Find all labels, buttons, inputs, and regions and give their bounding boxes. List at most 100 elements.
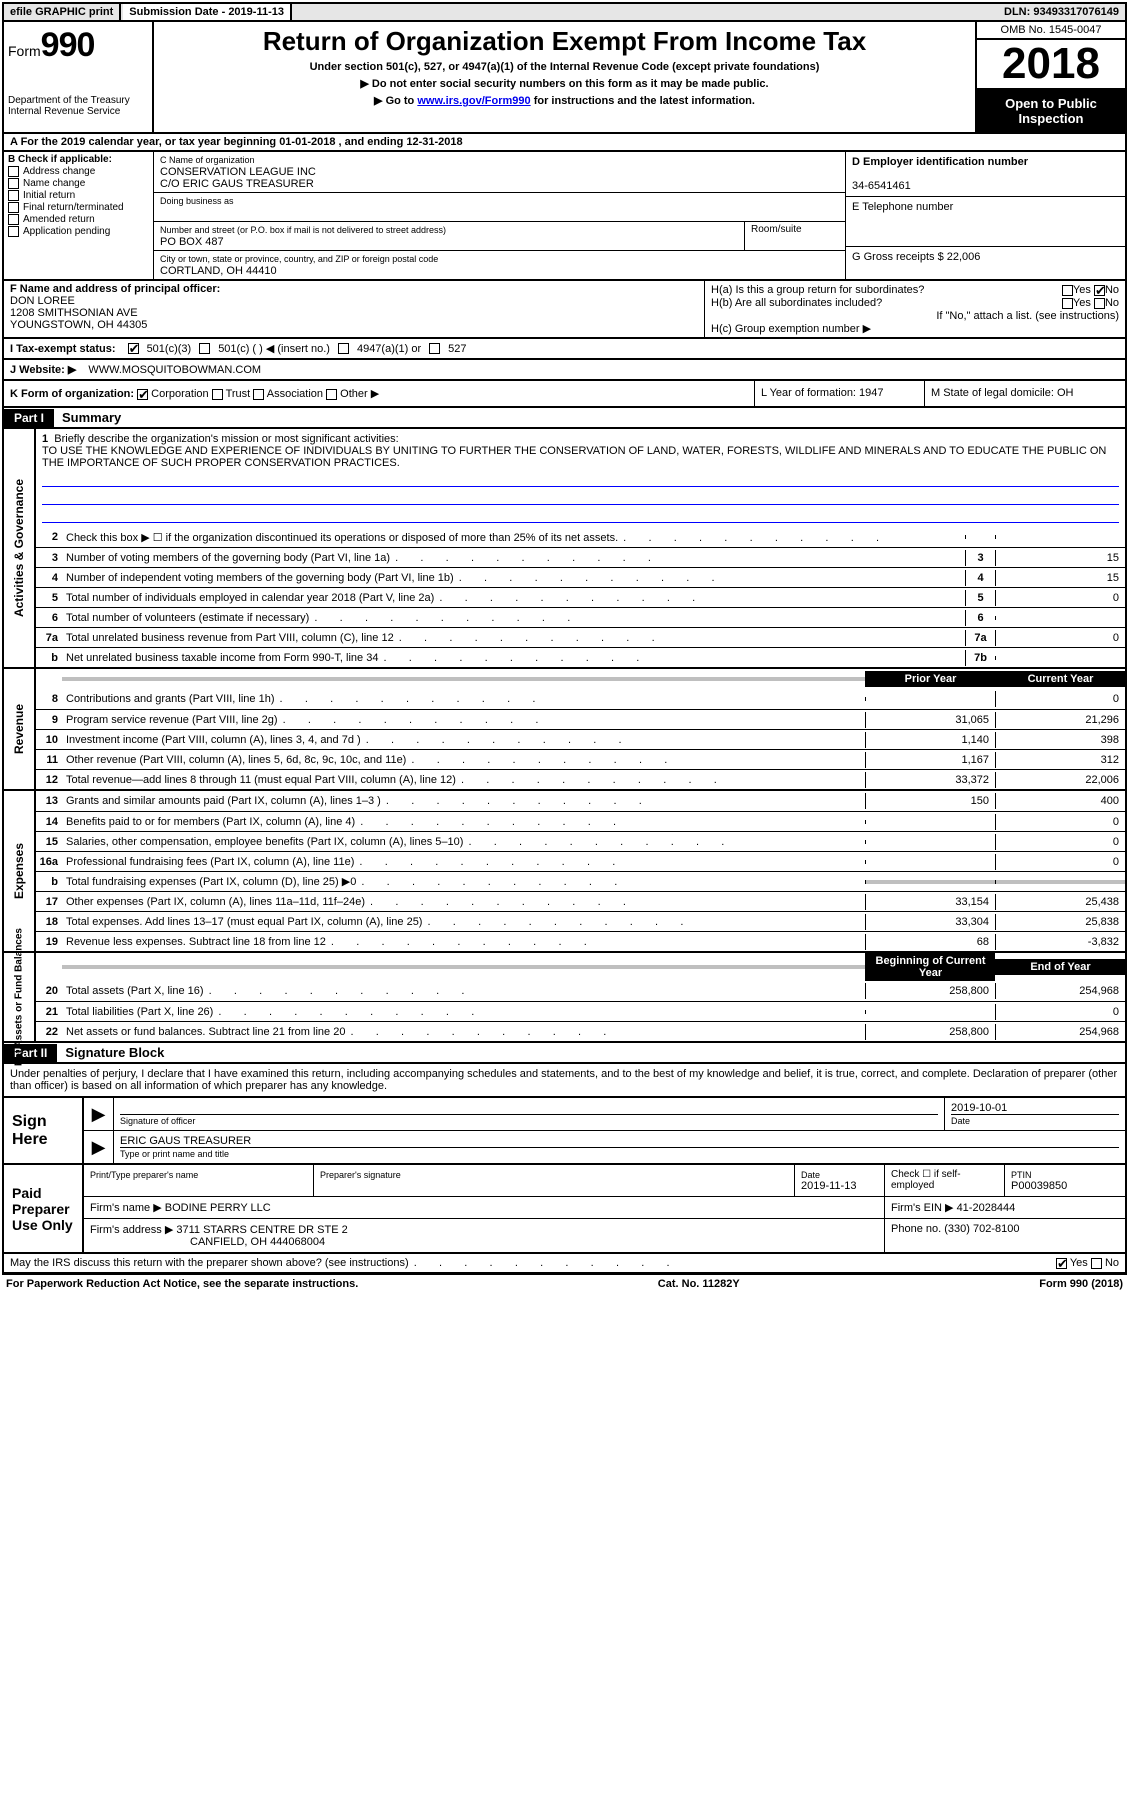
ha-yes[interactable] xyxy=(1062,285,1073,296)
row-f-h: F Name and address of principal officer:… xyxy=(2,281,1127,339)
entity-block: B Check if applicable: Address change Na… xyxy=(2,152,1127,281)
footer-mid: Cat. No. 11282Y xyxy=(658,1278,740,1290)
hc-label: H(c) Group exemption number ▶ xyxy=(711,322,1119,335)
table-row: 11Other revenue (Part VIII, column (A), … xyxy=(36,749,1125,769)
officer-printed: ERIC GAUS TREASURER xyxy=(120,1135,251,1147)
table-row: 18Total expenses. Add lines 13–17 (must … xyxy=(36,911,1125,931)
officer-addr1: 1208 SMITHSONIAN AVE xyxy=(10,307,138,319)
m-state-domicile: M State of legal domicile: OH xyxy=(925,381,1125,406)
hb-no[interactable] xyxy=(1094,298,1105,309)
table-row: 16aProfessional fundraising fees (Part I… xyxy=(36,851,1125,871)
table-row: 19Revenue less expenses. Subtract line 1… xyxy=(36,931,1125,951)
mission-text: TO USE THE KNOWLEDGE AND EXPERIENCE OF I… xyxy=(42,445,1106,469)
col-begin-year: Beginning of Current Year xyxy=(865,953,995,981)
table-row: 20Total assets (Part X, line 16)258,8002… xyxy=(36,981,1125,1001)
cb-app-pending[interactable] xyxy=(8,226,19,237)
discuss-yes[interactable] xyxy=(1056,1258,1067,1269)
table-row: 21Total liabilities (Part X, line 26)0 xyxy=(36,1001,1125,1021)
table-row: 13Grants and similar amounts paid (Part … xyxy=(36,791,1125,811)
cb-4947[interactable] xyxy=(338,343,349,354)
governance-row: 7aTotal unrelated business revenue from … xyxy=(36,627,1125,647)
cb-address-change[interactable] xyxy=(8,166,19,177)
firm-phone: (330) 702-8100 xyxy=(944,1223,1019,1235)
governance-row: 4Number of independent voting members of… xyxy=(36,567,1125,587)
f-label: F Name and address of principal officer: xyxy=(10,283,220,295)
topbar: efile GRAPHIC print Submission Date - 20… xyxy=(2,2,1127,22)
e-label: E Telephone number xyxy=(852,201,953,213)
cb-assoc[interactable] xyxy=(253,389,264,400)
l-year-formation: L Year of formation: 1947 xyxy=(755,381,925,406)
firm-ein: 41-2028444 xyxy=(957,1202,1016,1214)
vtab-netassets: Net Assets or Fund Balances xyxy=(14,928,25,1066)
cb-corp[interactable] xyxy=(137,389,148,400)
row-j: J Website: ▶ WWW.MOSQUITOBOWMAN.COM xyxy=(2,360,1127,381)
governance-row: 2Check this box ▶ ☐ if the organization … xyxy=(36,527,1125,547)
signature-block: Under penalties of perjury, I declare th… xyxy=(2,1064,1127,1274)
prep-name-label: Print/Type preparer's name xyxy=(90,1169,307,1180)
table-row: 17Other expenses (Part IX, column (A), l… xyxy=(36,891,1125,911)
cb-501c[interactable] xyxy=(199,343,210,354)
mission-label: Briefly describe the organization's miss… xyxy=(54,433,398,445)
firm-addr2: CANFIELD, OH 444068004 xyxy=(190,1236,325,1248)
ha-label: H(a) Is this a group return for subordin… xyxy=(711,284,924,296)
table-row: 9Program service revenue (Part VIII, lin… xyxy=(36,709,1125,729)
part-ii-bar: Part II Signature Block xyxy=(2,1043,1127,1064)
col-prior-year: Prior Year xyxy=(865,671,995,687)
governance-row: 3Number of voting members of the governi… xyxy=(36,547,1125,567)
cb-amended[interactable] xyxy=(8,214,19,225)
revenue-section: Revenue Prior Year Current Year 8Contrib… xyxy=(2,669,1127,791)
officer-name: DON LOREE xyxy=(10,295,75,307)
dln: DLN: 93493317076149 xyxy=(998,4,1125,20)
table-row: 10Investment income (Part VIII, column (… xyxy=(36,729,1125,749)
table-row: 22Net assets or fund balances. Subtract … xyxy=(36,1021,1125,1041)
page-footer: For Paperwork Reduction Act Notice, see … xyxy=(2,1274,1127,1293)
cb-527[interactable] xyxy=(429,343,440,354)
hb-label: H(b) Are all subordinates included? xyxy=(711,297,882,309)
table-row: 12Total revenue—add lines 8 through 11 (… xyxy=(36,769,1125,789)
b-label: B Check if applicable: xyxy=(8,154,149,165)
cb-initial-return[interactable] xyxy=(8,190,19,201)
sig-date: 2019-10-01 xyxy=(951,1102,1007,1114)
row-klm: K Form of organization: Corporation Trus… xyxy=(2,381,1127,408)
footer-left: For Paperwork Reduction Act Notice, see … xyxy=(6,1278,358,1290)
officer-addr2: YOUNGSTOWN, OH 44305 xyxy=(10,319,147,331)
sign-arrow-icon: ▶ xyxy=(84,1098,114,1130)
table-row: 8Contributions and grants (Part VIII, li… xyxy=(36,689,1125,709)
sign-arrow-icon-2: ▶ xyxy=(84,1131,114,1163)
omb-number: OMB No. 1545-0047 xyxy=(977,22,1125,40)
prep-sig-label: Preparer's signature xyxy=(320,1169,788,1180)
cb-name-change[interactable] xyxy=(8,178,19,189)
firm-addr1: 3711 STARRS CENTRE DR STE 2 xyxy=(176,1224,347,1236)
cb-final-return[interactable] xyxy=(8,202,19,213)
website-value: WWW.MOSQUITOBOWMAN.COM xyxy=(88,364,261,376)
cb-501c3[interactable] xyxy=(128,343,139,354)
d-label: D Employer identification number xyxy=(852,156,1028,168)
perjury-declaration: Under penalties of perjury, I declare th… xyxy=(4,1064,1125,1096)
governance-section: Activities & Governance 1 Briefly descri… xyxy=(2,429,1127,669)
ha-no[interactable] xyxy=(1094,285,1105,296)
vtab-revenue: Revenue xyxy=(12,704,26,754)
cb-trust[interactable] xyxy=(212,389,223,400)
g-gross-receipts: G Gross receipts $ 22,006 xyxy=(852,251,980,263)
cb-other[interactable] xyxy=(326,389,337,400)
discuss-no[interactable] xyxy=(1091,1258,1102,1269)
form-subtitle: Under section 501(c), 527, or 4947(a)(1)… xyxy=(162,61,967,73)
form-header: Form990 Department of the Treasury Inter… xyxy=(2,22,1127,134)
table-row: bTotal fundraising expenses (Part IX, co… xyxy=(36,871,1125,891)
prep-date: 2019-11-13 xyxy=(801,1180,856,1192)
col-current-year: Current Year xyxy=(995,671,1125,687)
irs-link[interactable]: www.irs.gov/Form990 xyxy=(417,95,530,107)
vtab-expenses: Expenses xyxy=(12,843,26,899)
self-employed-check[interactable]: Check ☐ if self-employed xyxy=(885,1165,1005,1196)
efile-print[interactable]: efile GRAPHIC print xyxy=(4,4,121,20)
dba-label: Doing business as xyxy=(160,196,234,206)
submission-date: Submission Date - 2019-11-13 xyxy=(123,4,292,20)
period-line: A For the 2019 calendar year, or tax yea… xyxy=(2,134,1127,152)
city-label: City or town, state or province, country… xyxy=(160,254,438,264)
col-end-year: End of Year xyxy=(995,959,1125,975)
row-i: I Tax-exempt status: 501(c)(3) 501(c) ( … xyxy=(2,339,1127,360)
form-number: Form990 xyxy=(8,26,148,65)
expenses-section: Expenses 13Grants and similar amounts pa… xyxy=(2,791,1127,953)
hb-yes[interactable] xyxy=(1062,298,1073,309)
org-name: CONSERVATION LEAGUE INC xyxy=(160,166,316,178)
